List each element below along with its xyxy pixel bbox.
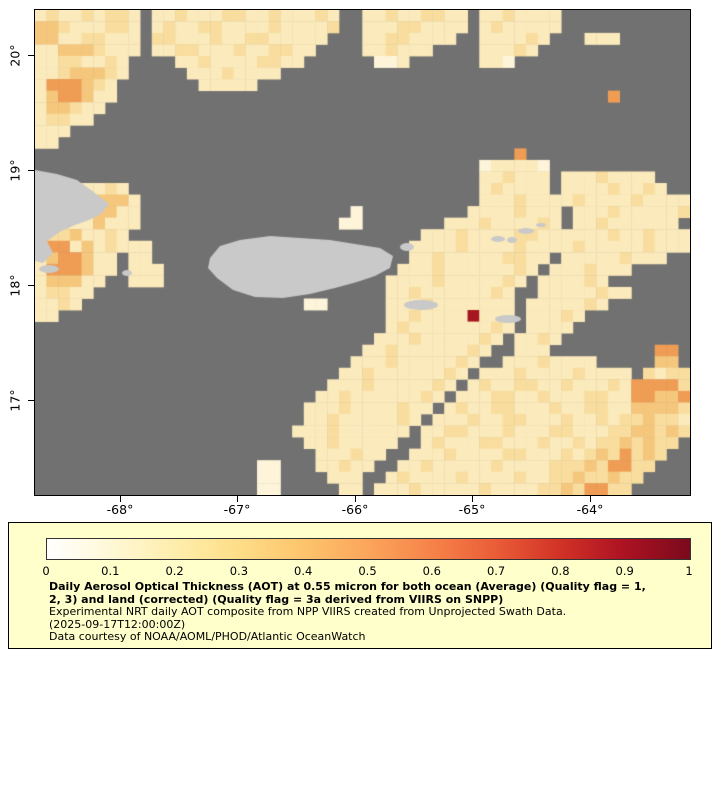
lon-tick xyxy=(120,496,121,502)
lon-tick xyxy=(590,496,591,502)
lon-label: -65° xyxy=(458,502,486,517)
lat-tick xyxy=(28,170,34,171)
lat-label: 17° xyxy=(7,388,23,412)
legend-line-timestamp: (2025-09-17T12:00:00Z) xyxy=(49,617,186,631)
legend-panel: 0 0.1 0.2 0.3 0.4 0.5 0.6 0.7 0.8 0.9 1 Daily Aero… xyxy=(8,522,712,649)
colorbar-tick-label: 0.6 xyxy=(422,564,441,578)
colorbar-tick-label: 0.1 xyxy=(101,564,120,578)
colorbar-tick-label: 0.2 xyxy=(165,564,184,578)
colorbar-tick-labels: 0 0.1 0.2 0.3 0.4 0.5 0.6 0.7 0.8 0.9 1 xyxy=(42,564,693,578)
colorbar-tick-label: 0.5 xyxy=(358,564,377,578)
legend-line-experimental: Experimental NRT daily AOT composite fro… xyxy=(49,605,567,619)
lat-label: 19° xyxy=(7,158,23,182)
lon-label: -64° xyxy=(576,502,604,517)
legend-title-line-1: Daily Aerosol Optical Thickness (AOT) at… xyxy=(49,580,646,593)
legend-line-courtesy: Data courtesy of NOAA/AOML/PHOD/Atlantic… xyxy=(49,630,366,644)
legend-title-line-2: 2, 3) and land (corrected) (Quality flag… xyxy=(49,592,504,606)
aot-map-canvas xyxy=(35,10,690,495)
lon-label: -67° xyxy=(223,502,251,517)
legend-text: Daily Aerosol Optical Thickness (AOT) at… xyxy=(49,580,646,644)
colorbar-tick-label: 0.4 xyxy=(294,564,313,578)
lon-label: -66° xyxy=(341,502,369,517)
lat-label: 18° xyxy=(7,273,23,297)
lon-tick xyxy=(472,496,473,502)
lon-tick xyxy=(237,496,238,502)
colorbar-tick-label: 0.3 xyxy=(229,564,249,578)
lat-tick xyxy=(28,400,34,401)
colorbar-tick-label: 0 xyxy=(42,564,50,578)
colorbar-tick-label: 0.8 xyxy=(551,564,570,578)
colorbar-tick-label: 0.9 xyxy=(615,564,634,578)
map-frame xyxy=(34,9,691,496)
colorbar-tick-label: 1 xyxy=(685,564,693,578)
colorbar xyxy=(46,538,691,560)
lat-tick xyxy=(28,285,34,286)
lat-label: 20° xyxy=(7,43,23,67)
lon-tick xyxy=(355,496,356,502)
lon-label: -68° xyxy=(106,502,134,517)
colorbar-tick-label: 0.7 xyxy=(486,564,506,578)
lat-tick xyxy=(28,55,34,56)
